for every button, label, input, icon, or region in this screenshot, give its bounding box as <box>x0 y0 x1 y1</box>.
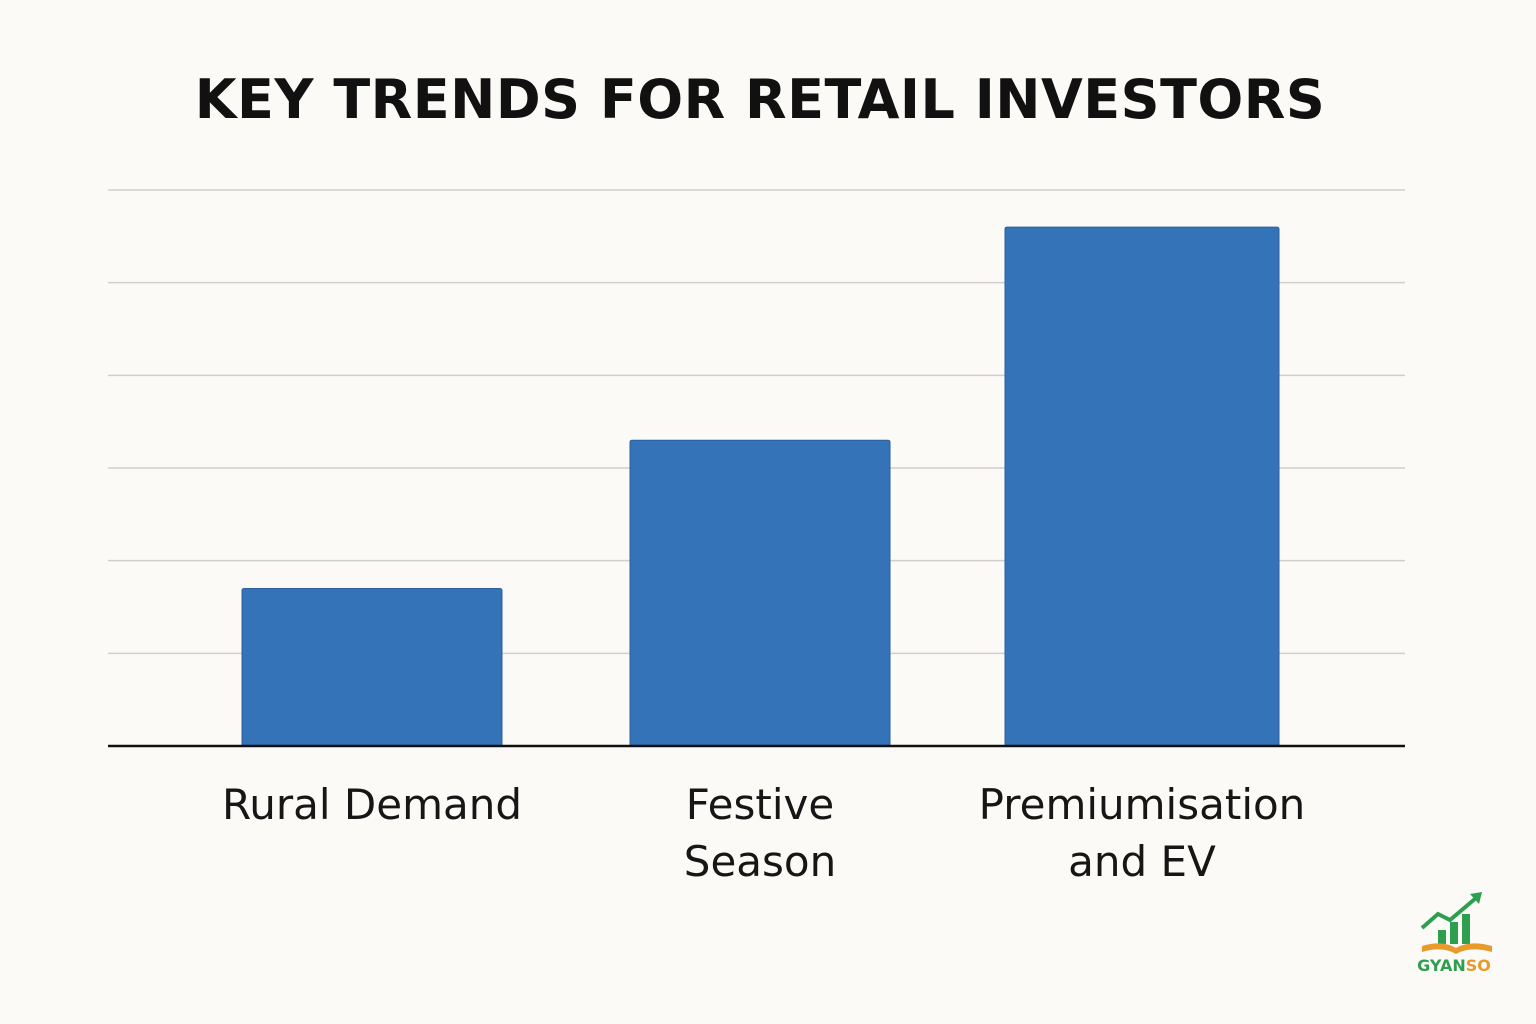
logo-text-accent: SO <box>1465 956 1491 975</box>
category-label-rural-demand: Rural Demand <box>222 780 522 829</box>
category-label-premiumisation-and-ev: Premiumisation and EV <box>979 780 1306 886</box>
logo-text-main: GYAN <box>1417 956 1466 975</box>
category-label-festive-season: Festive Season <box>684 780 836 886</box>
chart-title: KEY TRENDS FOR RETAIL INVESTORS <box>194 68 1326 131</box>
bar-premiumisation-and-ev <box>1004 226 1280 747</box>
logo-wordmark: GYANSO <box>1408 956 1500 975</box>
gyanso-logo <box>1420 892 1492 954</box>
bar-festive-season <box>629 439 891 747</box>
bar-rural-demand <box>241 587 503 747</box>
